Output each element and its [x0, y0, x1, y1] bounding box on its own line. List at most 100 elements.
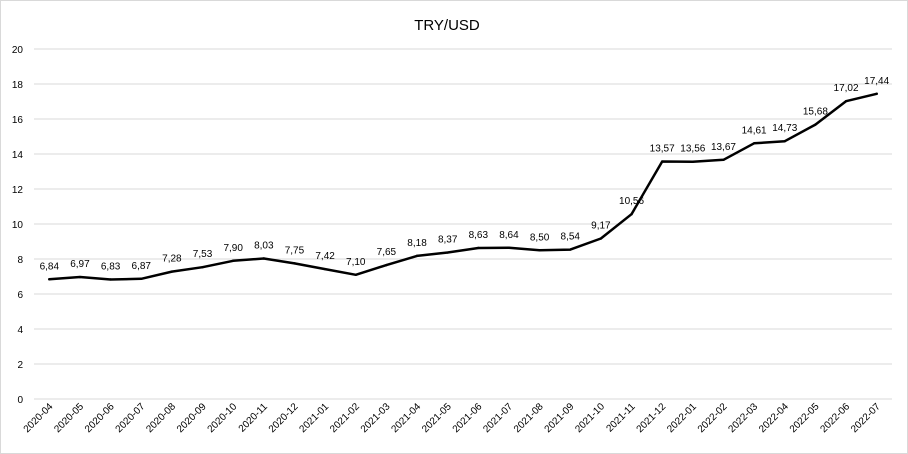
data-point: [323, 267, 327, 271]
data-label: 7,28: [162, 254, 182, 265]
data-label: 8,37: [438, 235, 458, 246]
data-label: 15,68: [803, 107, 828, 118]
x-tick-label: 2021-01: [297, 401, 331, 435]
x-tick-label: 2020-09: [175, 401, 209, 435]
data-label: 7,75: [285, 245, 305, 256]
data-label: 7,53: [193, 249, 213, 260]
data-point: [630, 213, 633, 216]
x-tick-label: 2020-08: [144, 401, 178, 435]
data-label: 6,87: [132, 261, 152, 272]
data-label: 13,56: [680, 144, 705, 155]
y-tick-label: 20: [12, 45, 24, 56]
data-point: [262, 257, 266, 260]
data-point: [844, 99, 848, 103]
x-tick-label: 2020-04: [22, 401, 56, 435]
x-tick-label: 2022-02: [696, 401, 730, 435]
data-label: 6,84: [40, 261, 60, 272]
x-tick-label: 2021-11: [604, 401, 638, 435]
data-point: [752, 142, 756, 145]
y-tick-label: 14: [12, 150, 24, 161]
y-tick-label: 18: [12, 80, 24, 91]
series-layer: [48, 92, 878, 281]
data-point: [354, 273, 357, 276]
x-tick-label: 2022-06: [818, 401, 852, 435]
data-point: [569, 248, 572, 251]
data-label: 8,54: [561, 232, 581, 243]
x-tick-label: 2022-01: [665, 401, 699, 435]
data-point: [875, 92, 878, 96]
x-tick-label: 2020-12: [267, 401, 301, 435]
y-tick-label: 8: [17, 255, 23, 266]
x-tick-label: 2021-04: [389, 401, 423, 435]
data-point: [599, 237, 603, 240]
data-point: [477, 246, 480, 250]
x-tick-label: 2020-10: [206, 401, 240, 435]
data-label: 7,65: [377, 247, 397, 258]
x-tick-label: 2020-11: [237, 401, 271, 435]
y-tick-label: 6: [17, 290, 23, 301]
x-tick-label: 2021-02: [328, 401, 362, 435]
data-label: 14,61: [742, 125, 767, 136]
x-axis-tick-labels: 2020-042020-052020-062020-072020-082020-…: [22, 401, 883, 435]
y-tick-label: 10: [12, 220, 24, 231]
gridlines: [34, 48, 892, 400]
data-label: 13,57: [650, 144, 675, 155]
x-tick-label: 2020-05: [52, 401, 86, 435]
data-point: [814, 123, 817, 126]
data-point: [660, 160, 664, 163]
chart-title: TRY/USD: [414, 17, 480, 34]
data-label: 8,63: [469, 230, 489, 241]
data-point: [507, 246, 511, 249]
y-tick-label: 2: [17, 360, 23, 371]
x-tick-label: 2021-06: [451, 401, 485, 435]
x-tick-label: 2021-10: [573, 401, 607, 435]
data-point: [201, 266, 204, 269]
data-point: [415, 254, 419, 258]
y-axis-tick-labels: 0 2 4 6 8 10 12 14 16 18 20: [12, 45, 24, 406]
x-tick-label: 2021-09: [543, 401, 577, 435]
x-tick-label: 2020-07: [114, 401, 148, 435]
data-label: 10,56: [619, 196, 644, 207]
data-point: [385, 263, 388, 267]
data-label: 8,64: [499, 230, 519, 241]
x-tick-label: 2022-04: [757, 401, 791, 435]
data-label: 13,67: [711, 142, 736, 153]
x-tick-label: 2021-08: [512, 401, 546, 435]
data-label: 7,90: [223, 243, 243, 254]
data-point: [722, 158, 725, 161]
y-tick-label: 4: [17, 325, 23, 336]
data-point: [538, 249, 541, 252]
x-tick-label: 2022-05: [788, 401, 822, 435]
series-line-try-usd: [48, 92, 878, 281]
data-label: 17,02: [834, 83, 859, 94]
data-label: 7,10: [346, 257, 366, 268]
data-point: [109, 278, 112, 281]
y-tick-label: 12: [12, 185, 24, 196]
data-point: [293, 262, 296, 265]
data-point: [48, 278, 51, 281]
data-labels: 6,84 6,97 6,83 6,87 7,28 7,53 7,90 8,03 7,75 7,42…: [40, 76, 890, 273]
x-tick-label: 2021-03: [359, 401, 393, 435]
data-point: [170, 270, 174, 273]
data-point: [783, 140, 786, 143]
data-label: 17,44: [864, 76, 889, 87]
x-tick-label: 2021-05: [420, 401, 454, 435]
data-label: 7,42: [315, 251, 335, 262]
data-label: 8,03: [254, 240, 274, 251]
data-label: 9,17: [591, 221, 611, 232]
x-tick-label: 2022-03: [726, 401, 760, 435]
data-label: 14,73: [772, 123, 797, 134]
x-tick-label: 2021-12: [635, 401, 669, 435]
data-label: 6,97: [70, 259, 90, 270]
data-point: [78, 275, 82, 279]
x-tick-label: 2022-07: [849, 401, 883, 435]
data-point: [691, 160, 695, 163]
data-label: 6,83: [101, 261, 121, 272]
x-tick-label: 2021-07: [481, 401, 515, 435]
data-point: [231, 259, 235, 262]
y-tick-label: 0: [17, 395, 23, 406]
data-label: 8,18: [407, 238, 427, 249]
x-tick-label: 2020-06: [83, 401, 117, 435]
